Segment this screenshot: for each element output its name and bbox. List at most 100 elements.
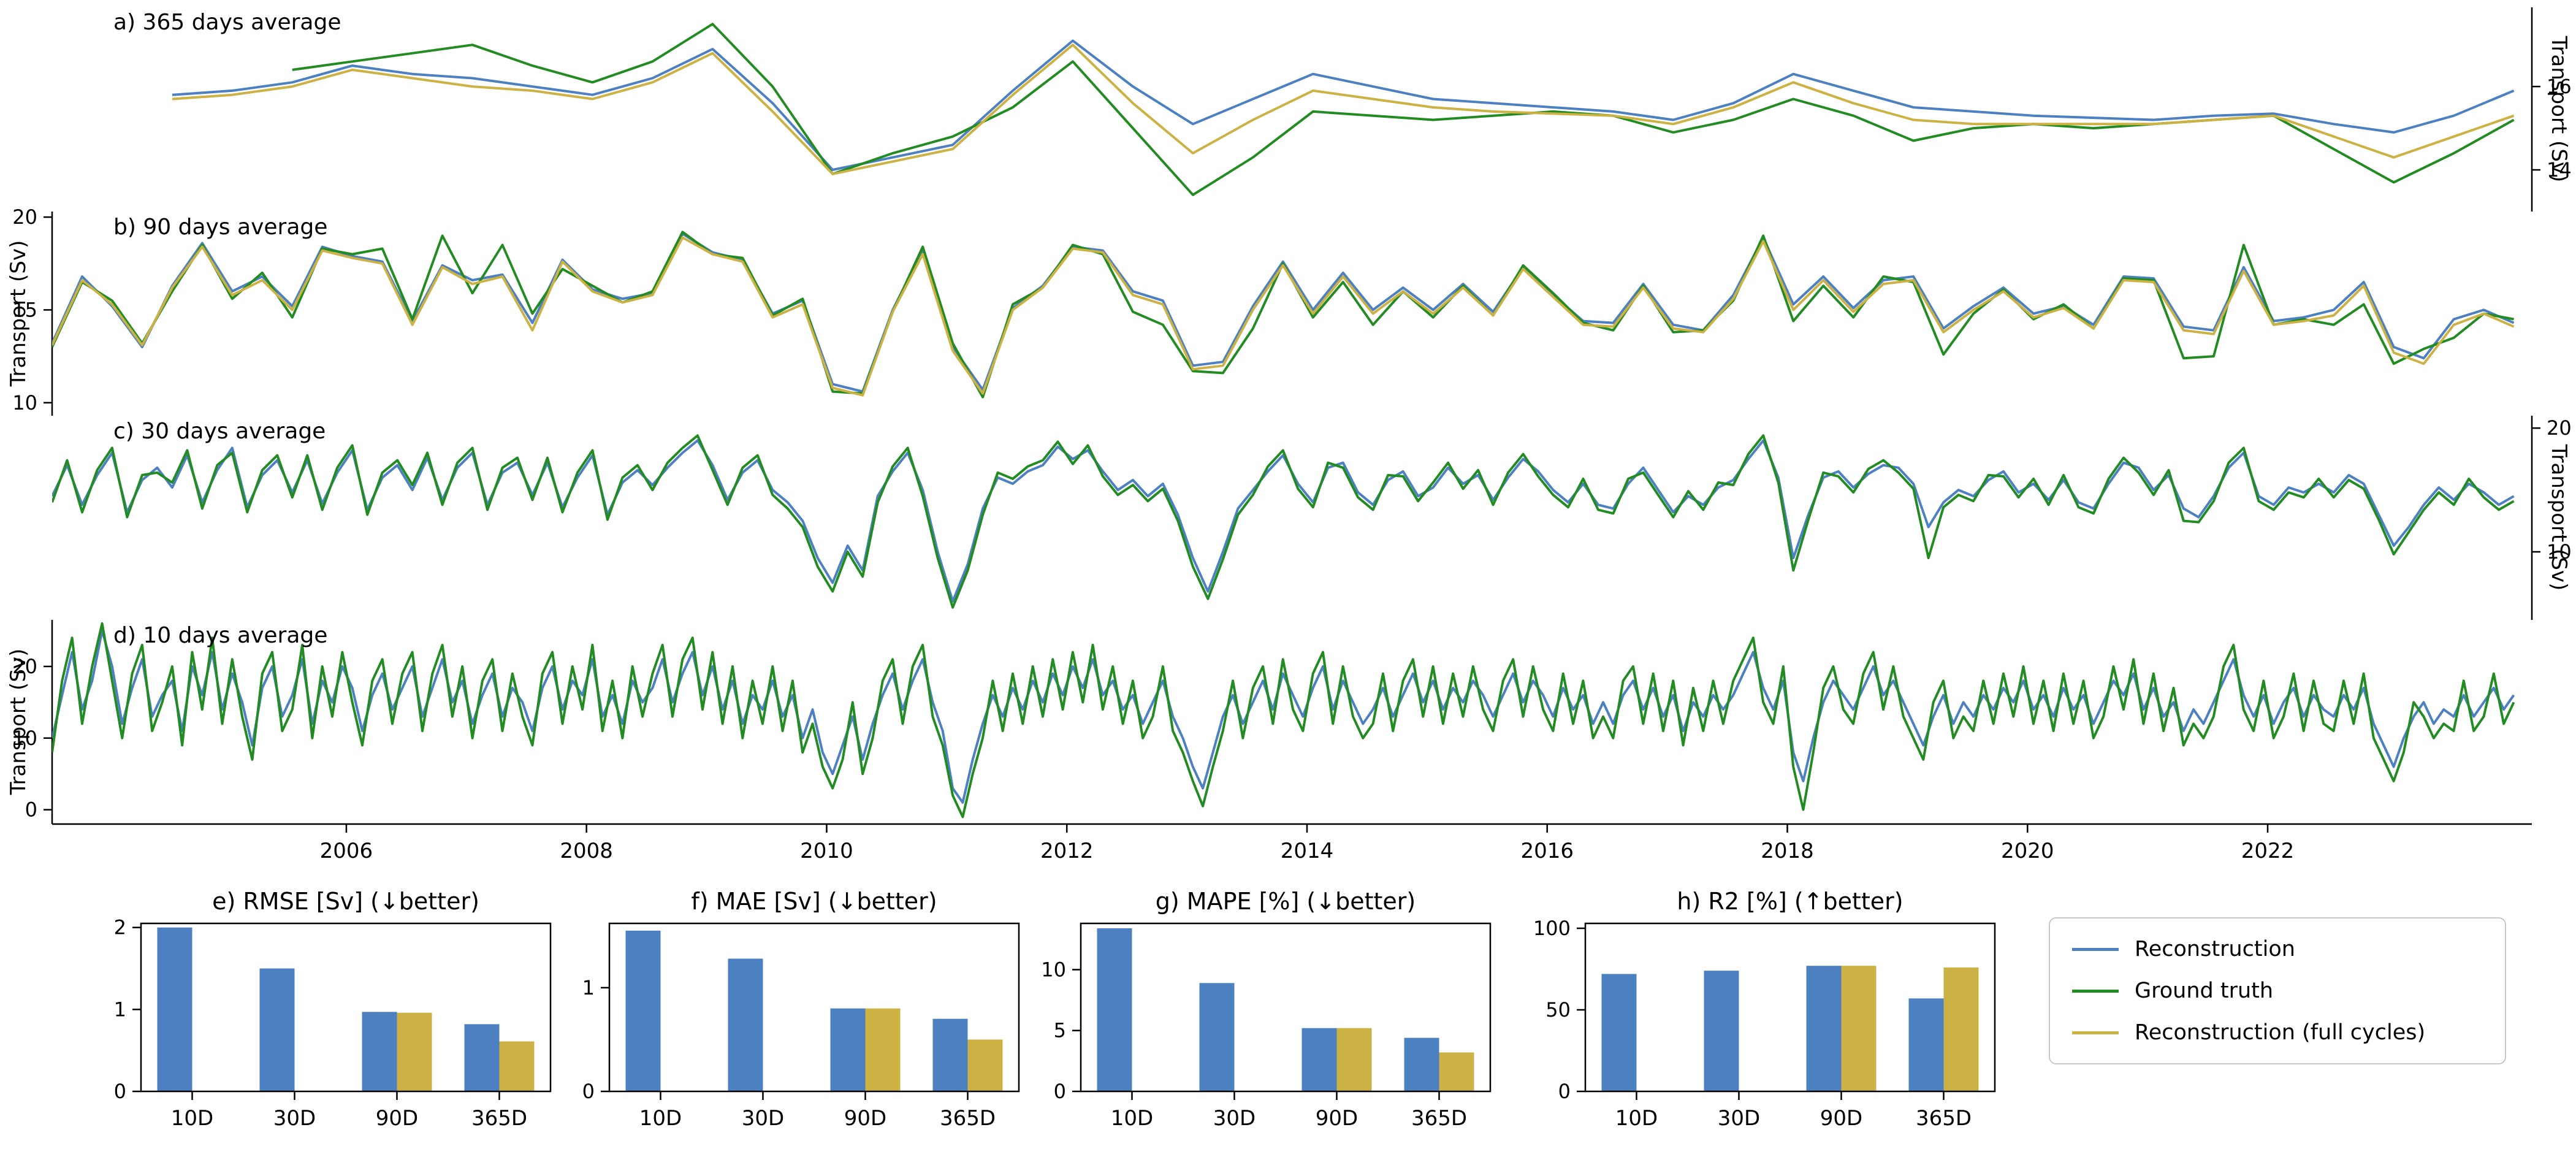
x-tick-label: 2020 xyxy=(2001,839,2054,863)
bar-xtick-label-r2-10D: 10D xyxy=(1615,1106,1658,1131)
bar-title-mape: g) MAPE [%] (↓better) xyxy=(1155,888,1416,915)
bar-title-r2: h) R2 [%] (↑better) xyxy=(1677,888,1903,915)
y-tick-label-a: 16 xyxy=(2547,75,2572,98)
x-tick-label: 2006 xyxy=(320,839,373,863)
bar-xtick-label-r2-365D: 365D xyxy=(1916,1106,1972,1131)
bar-rmse-30D-reconstruction xyxy=(259,968,295,1091)
bar-xtick-label-mae-30D: 30D xyxy=(742,1106,784,1131)
bar-rmse-90D-reconstruction_full_cycles xyxy=(397,1012,432,1091)
legend-label: Ground truth xyxy=(2135,979,2274,1003)
bar-xtick-label-rmse-365D: 365D xyxy=(471,1106,527,1131)
bar-ytick-label-r2: 0 xyxy=(1558,1080,1571,1103)
bar-mape-90D-reconstruction_full_cycles xyxy=(1336,1028,1372,1091)
x-tick-label: 2022 xyxy=(2241,839,2295,863)
panel-label-30d: c) 30 days average xyxy=(113,419,326,444)
bar-mae-365D-reconstruction xyxy=(932,1018,968,1091)
bar-rmse-10D-reconstruction xyxy=(157,927,192,1091)
y-tick-label-d: 20 xyxy=(12,655,37,678)
bar-r2-365D-reconstruction_full_cycles xyxy=(1943,967,1979,1091)
panel-label-90d: b) 90 days average xyxy=(113,215,328,240)
series-b-reconstruction_full_cycles xyxy=(52,236,2515,397)
panel-label-10d: d) 10 days average xyxy=(113,623,328,648)
bar-mae-365D-reconstruction_full_cycles xyxy=(967,1039,1003,1091)
bar-xtick-label-rmse-10D: 10D xyxy=(171,1106,213,1131)
series-a-reconstruction_full_cycles xyxy=(172,44,2515,175)
x-tick-label: 2012 xyxy=(1040,839,1094,863)
bar-r2-90D-reconstruction xyxy=(1806,966,1842,1091)
legend-line-reconstruction-full-cycles xyxy=(2072,1031,2119,1034)
bar-title-mae: f) MAE [Sv] (↓better) xyxy=(691,888,937,915)
bar-xtick-label-mape-10D: 10D xyxy=(1111,1106,1153,1131)
bar-mae-10D-reconstruction xyxy=(625,930,661,1091)
bar-frame-mape xyxy=(1080,922,1492,1093)
bar-mape-30D-reconstruction xyxy=(1199,983,1235,1091)
legend-line-ground-truth xyxy=(2072,989,2119,993)
series-d-ground_truth xyxy=(52,622,2515,819)
bar-xtick-label-mape-30D: 30D xyxy=(1213,1106,1256,1131)
bar-xtick-label-mape-365D: 365D xyxy=(1411,1106,1467,1131)
bar-mape-365D-reconstruction xyxy=(1404,1037,1439,1091)
bar-ytick-label-mae: 0 xyxy=(582,1080,595,1103)
series-a-reconstruction xyxy=(172,39,2515,171)
bar-r2-30D-reconstruction xyxy=(1704,971,1739,1091)
legend-entry-reconstruction: Reconstruction xyxy=(2072,937,2483,961)
x-tick-label: 2016 xyxy=(1520,839,1574,863)
legend-label: Reconstruction xyxy=(2135,937,2295,961)
bar-xtick-label-mae-365D: 365D xyxy=(940,1106,996,1131)
bar-mape-10D-reconstruction xyxy=(1097,928,1132,1091)
series-b-reconstruction xyxy=(52,232,2515,393)
bar-xtick-label-mae-10D: 10D xyxy=(639,1106,682,1131)
bar-xtick-label-r2-90D: 90D xyxy=(1820,1106,1862,1131)
series-d-reconstruction xyxy=(52,629,2515,804)
bar-frame-rmse xyxy=(140,922,552,1093)
x-tick-label: 2008 xyxy=(560,839,613,863)
x-tick-label: 2014 xyxy=(1281,839,1334,863)
y-tick-label-a: 14 xyxy=(2547,158,2572,181)
bar-frame-mae xyxy=(608,922,1020,1093)
legend-entry-ground-truth: Ground truth xyxy=(2072,979,2483,1003)
x-tick-label: 2018 xyxy=(1761,839,1814,863)
bar-title-rmse: e) RMSE [Sv] (↓better) xyxy=(212,888,479,915)
bar-xtick-label-r2-30D: 30D xyxy=(1718,1106,1760,1131)
legend-line-reconstruction xyxy=(2072,947,2119,951)
series-c-ground_truth xyxy=(52,434,2515,609)
bar-xtick-label-rmse-90D: 90D xyxy=(376,1106,418,1131)
y-tick-label-c: 10 xyxy=(2547,540,2572,563)
legend: Reconstruction Ground truth Reconstructi… xyxy=(2049,917,2506,1064)
bar-ytick-label-r2: 50 xyxy=(1545,998,1571,1021)
bar-mape-365D-reconstruction_full_cycles xyxy=(1439,1052,1474,1091)
bar-mae-90D-reconstruction xyxy=(830,1008,866,1091)
bar-mape-90D-reconstruction xyxy=(1301,1028,1337,1091)
bar-ytick-label-rmse: 2 xyxy=(114,916,126,939)
y-tick-label-d: 0 xyxy=(25,798,37,822)
y-tick-label-b: 20 xyxy=(12,205,37,229)
x-tick-label: 2010 xyxy=(800,839,853,863)
bar-ytick-label-r2: 100 xyxy=(1533,917,1571,940)
series-b-ground_truth xyxy=(52,231,2514,399)
bar-xtick-label-mae-90D: 90D xyxy=(844,1106,886,1131)
y-axis-label-10d: Transport (Sv) xyxy=(6,648,31,795)
y-axis-label-365d: Transport (Sv) xyxy=(2547,36,2571,183)
y-tick-label-b: 10 xyxy=(12,391,37,414)
panel-label-365d: a) 365 days average xyxy=(113,10,341,35)
legend-entry-reconstruction-full-cycles: Reconstruction (full cycles) xyxy=(2072,1020,2483,1045)
bar-rmse-365D-reconstruction_full_cycles xyxy=(499,1041,535,1091)
bar-r2-10D-reconstruction xyxy=(1601,974,1637,1091)
y-axis-label-30d: Transport (Sv) xyxy=(2547,444,2571,591)
y-tick-label-b: 15 xyxy=(12,298,37,321)
series-a-ground_truth xyxy=(292,23,2515,196)
bar-frame-r2 xyxy=(1584,922,1996,1093)
bar-r2-90D-reconstruction_full_cycles xyxy=(1841,966,1877,1091)
bar-xtick-label-rmse-30D: 30D xyxy=(273,1106,316,1131)
bar-mae-30D-reconstruction xyxy=(728,958,763,1091)
bar-rmse-365D-reconstruction xyxy=(464,1024,500,1091)
bar-ytick-label-mape: 10 xyxy=(1041,958,1066,981)
bar-ytick-label-rmse: 1 xyxy=(114,998,126,1021)
bar-ytick-label-mae: 1 xyxy=(582,976,595,999)
y-tick-label-c: 20 xyxy=(2547,416,2572,440)
bar-xtick-label-mape-90D: 90D xyxy=(1316,1106,1358,1131)
bar-r2-365D-reconstruction xyxy=(1908,998,1944,1091)
bar-ytick-label-rmse: 0 xyxy=(114,1080,126,1103)
